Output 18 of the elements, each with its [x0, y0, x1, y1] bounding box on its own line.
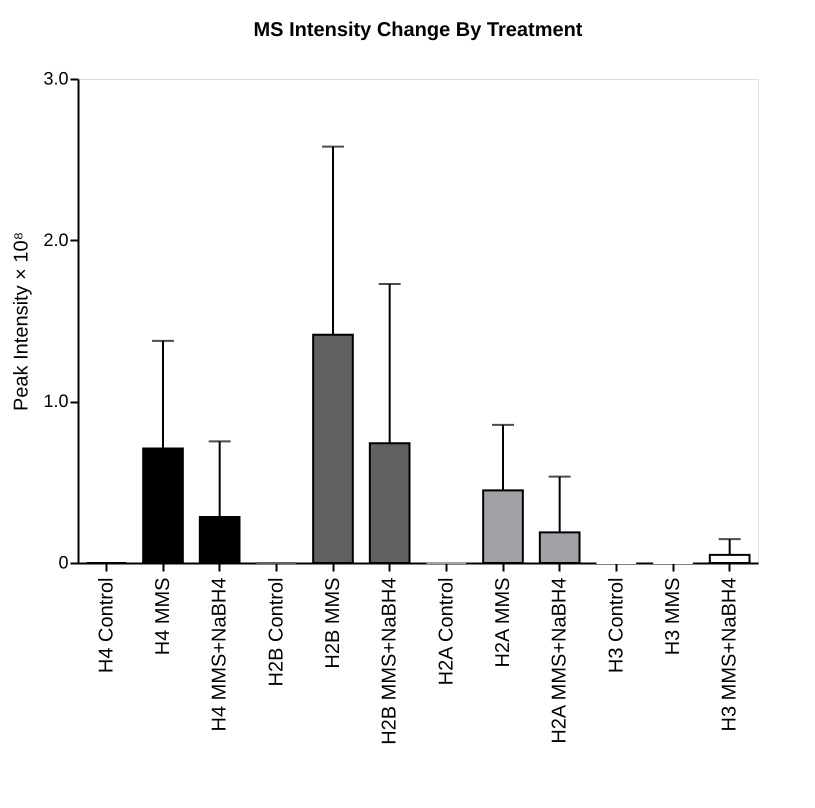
- x-tick-label: H4 MMS: [152, 578, 174, 656]
- x-tick-label: H2A MMS: [492, 578, 514, 668]
- x-tick-label: H4 MMS+NaBH4: [208, 578, 231, 732]
- y-tick-label: 2.0: [43, 230, 68, 250]
- y-tick-label: 1.0: [43, 391, 68, 412]
- x-tick-label: H4 Control: [95, 578, 118, 674]
- x-tick-label: H2A MMS+NaBH4: [548, 578, 571, 744]
- chart-title: MS Intensity Change By Treatment: [254, 19, 583, 41]
- x-tick-label: H2B MMS+NaBH4: [378, 578, 401, 745]
- x-tick-label: H2B MMS: [322, 578, 344, 669]
- y-axis-title: Peak Intensity × 10⁸: [10, 232, 32, 412]
- x-tick-label: H3 MMS: [662, 578, 684, 656]
- x-tick-label: H2B Control: [265, 578, 288, 686]
- y-tick-label: 0: [58, 552, 68, 572]
- x-tick-label: H3 Control: [605, 578, 628, 674]
- x-tick-label: H2A Control: [435, 578, 458, 686]
- y-tick-label: 3.0: [43, 68, 68, 88]
- x-tick-label: H3 MMS+NaBH4: [718, 578, 741, 732]
